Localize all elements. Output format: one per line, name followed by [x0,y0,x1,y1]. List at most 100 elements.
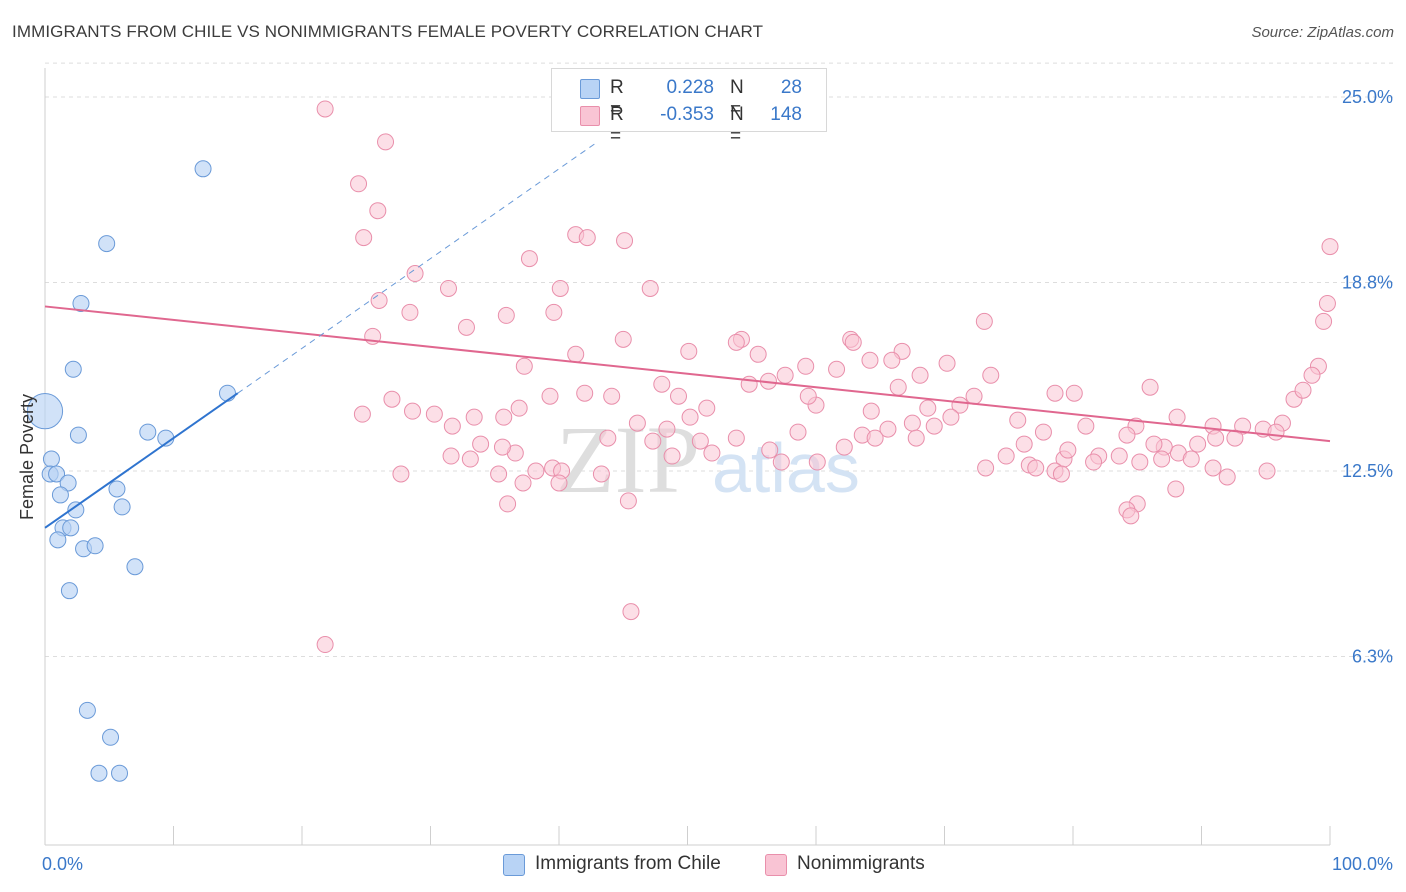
chile-point [69,426,87,444]
nonimmigrants-point [828,360,846,378]
nonimmigrants-point [644,432,662,450]
legend-n-label: N = [730,77,744,120]
grid-lines [45,62,1395,658]
nonimmigrants-point [406,265,424,283]
nonimmigrants-point [472,435,490,453]
nonimmigrants-point [903,414,921,432]
chile-point [102,728,120,746]
nonimmigrants-point [355,229,373,247]
chile-point [64,360,82,378]
nonimmigrants-point [1168,408,1186,426]
nonimmigrants-point [641,279,659,297]
chile-point [194,160,212,178]
correlation-legend: R = 0.228 N = 28 R = -0.353 N = 148 [551,68,827,147]
nonimmigrants-point [1034,423,1052,441]
nonimmigrants-point [1077,417,1095,435]
nonimmigrants-point [1015,435,1033,453]
nonimmigrants-point [541,387,559,405]
chile-trend-extension [237,141,598,394]
nonimmigrants-point [844,333,862,351]
nonimmigrants-point [1258,462,1276,480]
trend-lines [44,141,1331,529]
nonimmigrants-point [425,405,443,423]
nonimmigrants-point [461,450,479,468]
chile-point [48,465,66,483]
nonimmigrants-points [316,100,1339,654]
nonimmigrants-point [527,462,545,480]
chile-point [51,486,69,504]
nonimmigrants-point [797,357,815,375]
nonimmigrants-trend-line [44,305,1331,443]
chile-legend-swatch [503,854,525,876]
nonimmigrants-point [350,175,368,193]
nonimmigrants-point [799,387,817,405]
legend-n-label: N = [730,104,744,147]
nonimmigrants-point [889,378,907,396]
nonimmigrants-point [551,279,569,297]
nonimmigrants-point [1085,453,1103,471]
nonimmigrants-point [789,423,807,441]
nonimmigrants-point [578,229,596,247]
nonimmigrants-point [622,603,640,621]
legend-n-value-nonimmigrants: 148 [770,104,802,125]
nonimmigrants-point [514,474,532,492]
nonimmigrants-point [1267,423,1285,441]
nonimmigrants-point [997,447,1015,465]
chile-point [67,501,85,519]
nonimmigrants-point [1204,459,1222,477]
nonimmigrants-point [862,402,880,420]
nonimmigrants-swatch [580,106,600,126]
legend-r-label: R = [610,104,624,147]
chile-point [98,235,116,253]
nonimmigrants-point [907,429,925,447]
chile-trend-line [44,392,239,529]
nonimmigrants-point [1218,468,1236,486]
nonimmigrants-point [1318,294,1336,312]
nonimmigrants-point [808,453,826,471]
nonimmigrants-point [772,453,790,471]
nonimmigrants-point [911,366,929,384]
chile-point [60,582,78,600]
nonimmigrants-point [938,354,956,372]
nonimmigrants-point [457,318,475,336]
y-tick-label: 25.0% [1342,87,1393,107]
nonimmigrants-point [1294,381,1312,399]
chile-point [218,384,236,402]
nonimmigrants-point [316,636,334,654]
chile-points [26,160,236,782]
nonimmigrants-point [681,408,699,426]
chile-point [126,558,144,576]
nonimmigrants-point [1153,450,1171,468]
nonimmigrants-point [1131,453,1149,471]
nonimmigrants-point [401,303,419,321]
nonimmigrants-point [861,351,879,369]
chile-point [108,480,126,498]
chile-point [49,531,67,549]
nonimmigrants-point [1110,447,1128,465]
nonimmigrants-point [1059,441,1077,459]
chile-point [59,474,77,492]
nonimmigrants-legend-swatch [765,854,787,876]
nonimmigrants-point [510,399,528,417]
chile-point [72,294,90,312]
nonimmigrants-point [614,330,632,348]
legend-r-value-nonimmigrants: -0.353 [660,104,714,125]
chile-point [42,450,60,468]
chile-point [113,498,131,516]
nonimmigrants-point [550,474,568,492]
nonimmigrants-point [761,441,779,459]
nonimmigrants-point [727,333,745,351]
nonimmigrants-point [1145,435,1163,453]
nonimmigrants-point [490,465,508,483]
nonimmigrants-point [691,432,709,450]
chart-title: IMMIGRANTS FROM CHILE VS NONIMMIGRANTS F… [12,22,764,41]
nonimmigrants-point [1141,378,1159,396]
nonimmigrants-point [576,384,594,402]
nonimmigrants-point [658,420,676,438]
nonimmigrants-point [1027,459,1045,477]
nonimmigrants-point [1189,435,1207,453]
nonimmigrants-point [592,465,610,483]
legend-r-label: R = [610,77,624,120]
nonimmigrants-point [377,133,395,151]
tick-labels: 6.3% 12.5% 18.8% 25.0% 0.0% 100.0% [42,87,1393,874]
